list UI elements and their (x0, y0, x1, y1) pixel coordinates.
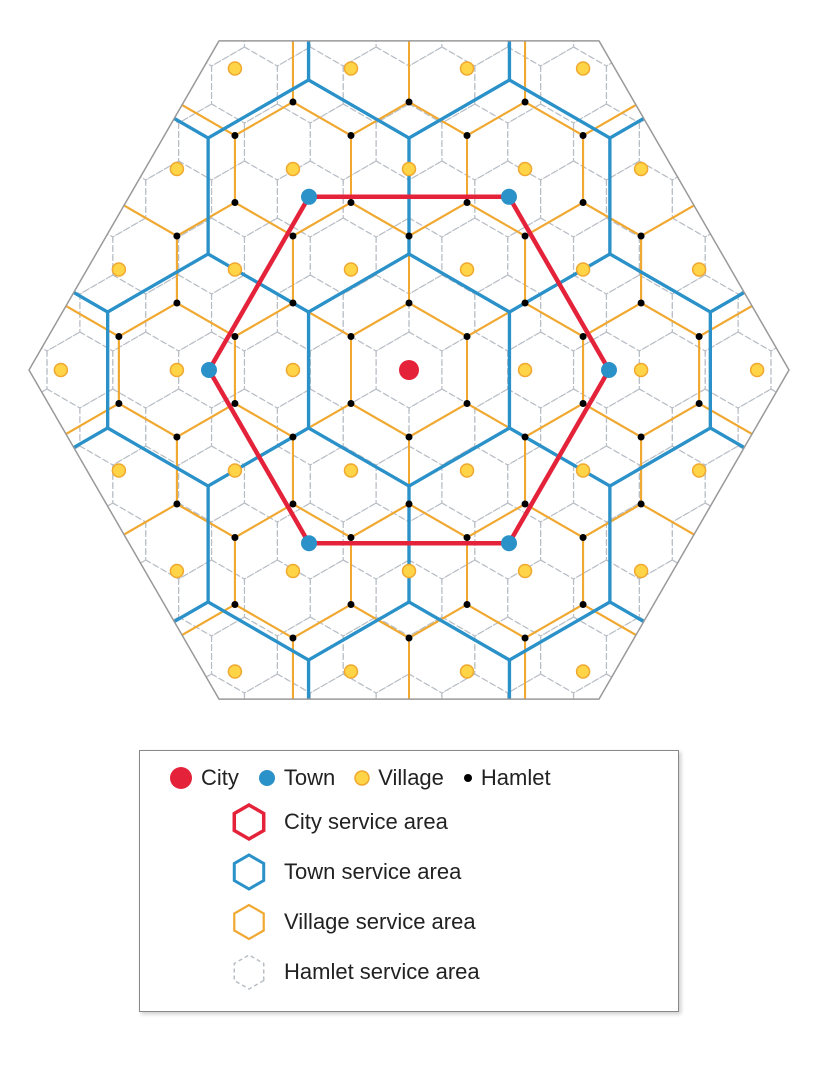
legend-town: Town (257, 765, 335, 791)
legend-hamlet: Hamlet (462, 765, 551, 791)
legend-town-area-label: Town service area (284, 859, 461, 885)
legend-village-area: Village service area (228, 901, 650, 943)
legend-hamlet-label: Hamlet (481, 765, 551, 791)
legend-hamlet-area-label: Hamlet service area (284, 959, 480, 985)
legend-city: City (168, 765, 239, 791)
legend-row-points: City Town Village Hamlet (168, 765, 650, 791)
legend-city-label: City (201, 765, 239, 791)
legend-village: Village (353, 765, 444, 791)
legend-town-area: Town service area (228, 851, 650, 893)
central-place-diagram (19, 20, 799, 720)
legend-city-area-label: City service area (284, 809, 448, 835)
legend-city-area: City service area (228, 801, 650, 843)
legend-village-area-label: Village service area (284, 909, 476, 935)
legend: City Town Village Hamlet City service ar… (139, 750, 679, 1012)
legend-hamlet-area: Hamlet service area (228, 951, 650, 993)
legend-village-label: Village (378, 765, 444, 791)
legend-town-label: Town (284, 765, 335, 791)
